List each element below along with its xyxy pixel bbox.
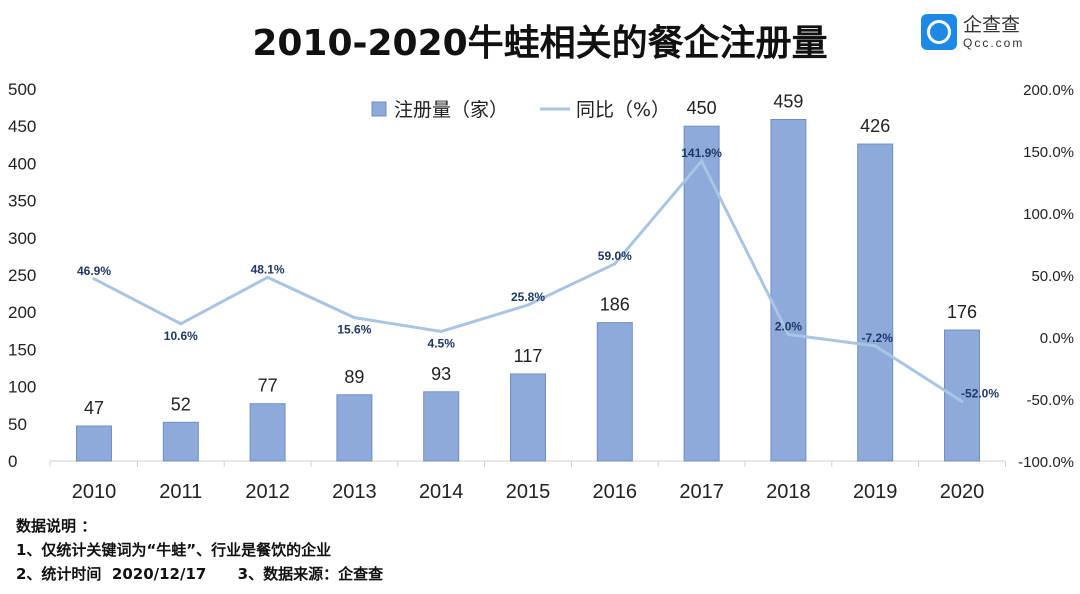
yoy-point-2018 — [786, 333, 790, 337]
yoy-point-2016 — [613, 262, 617, 266]
x-tick-label: 2020 — [940, 481, 985, 503]
notes-line-2: 2、统计时间 2020/12/17 3、数据来源：企查查 — [16, 565, 384, 583]
bar-2011 — [162, 421, 199, 462]
legend-bar-swatch — [371, 101, 387, 117]
data-notes: 数据说明 ： 1、仅统计关键词为“牛蛙”、行业是餐饮的企业 2、统计时间 202… — [16, 514, 383, 586]
chart: 注册量（家） 同比（%） 0 50 100 150 200 250 300 350 400 450… — [8, 80, 1074, 503]
left-tick-label: 50 — [8, 415, 27, 434]
yoy-value-label: 10.6% — [164, 329, 198, 343]
chart-title: 2010-2020牛蛙相关的餐企注册量 — [252, 23, 828, 64]
bar-value-label: 89 — [344, 367, 364, 387]
qcc-logo-icon — [921, 14, 957, 50]
left-tick-label: 200 — [8, 303, 36, 322]
x-tick-label: 2019 — [853, 481, 898, 503]
yoy-point-2013 — [352, 316, 356, 320]
bar-2014 — [423, 391, 460, 462]
yoy-value-label: -7.2% — [862, 331, 894, 345]
yoy-point-2020 — [960, 399, 964, 403]
yoy-value-label: 141.9% — [681, 146, 722, 160]
right-tick-label: -100.0% — [1018, 454, 1074, 471]
bar-value-label: 117 — [514, 346, 543, 366]
yoy-value-label: 4.5% — [428, 336, 456, 350]
notes-line-1: 1、仅统计关键词为“牛蛙”、行业是餐饮的企业 — [16, 541, 332, 559]
left-tick-label: 500 — [8, 80, 36, 99]
logo-name-cn: 企查查 — [963, 13, 1021, 36]
bar-value-label: 450 — [687, 98, 717, 118]
yoy-point-2015 — [526, 303, 530, 307]
x-tick-label: 2012 — [245, 481, 290, 503]
bar-value-label: 176 — [947, 302, 977, 322]
left-tick-label: 250 — [8, 266, 36, 285]
legend: 注册量（家） 同比（%） — [371, 99, 670, 121]
yoy-value-label: 59.0% — [598, 249, 632, 263]
right-tick-label: 0.0% — [1040, 330, 1074, 347]
right-tick-label: 200.0% — [1023, 82, 1074, 99]
bar-value-label: 47 — [84, 398, 104, 418]
x-tick-label: 2010 — [72, 481, 117, 503]
yoy-value-label: 46.9% — [77, 264, 111, 278]
x-tick-label: 2011 — [159, 481, 202, 503]
qcc-logo: 企查查 Qcc.com — [921, 14, 1024, 50]
bar-2015 — [510, 373, 546, 462]
bar-value-label: 426 — [860, 116, 890, 136]
left-tick-label: 300 — [8, 229, 36, 248]
bar-value-label: 93 — [431, 364, 451, 384]
left-tick-label: 100 — [8, 378, 36, 397]
x-tick-label: 2015 — [506, 481, 551, 503]
x-tick-label: 2014 — [419, 481, 464, 503]
yoy-point-2019 — [873, 344, 877, 348]
bar-2010 — [76, 425, 112, 462]
yoy-value-label: 2.0% — [775, 320, 803, 334]
bar-value-label: 459 — [773, 92, 803, 112]
yoy-value-label: -52.0% — [961, 386, 999, 400]
legend-line-label: 同比（%） — [576, 99, 670, 121]
bar-value-label: 52 — [171, 394, 191, 414]
left-tick-label: 150 — [8, 340, 36, 359]
right-tick-label: 150.0% — [1023, 144, 1074, 161]
x-tick-label: 2016 — [593, 481, 638, 503]
x-tick-label: 2018 — [766, 481, 811, 503]
yoy-point-2014 — [439, 329, 443, 333]
yoy-point-2017 — [700, 159, 704, 163]
yoy-point-2010 — [92, 277, 96, 281]
x-tick-label: 2017 — [679, 481, 724, 503]
bar-2013 — [336, 394, 373, 462]
logo-name-en: Qcc.com — [963, 35, 1025, 50]
left-tick-label: 400 — [8, 154, 36, 173]
bar-2018 — [770, 119, 807, 462]
bar-2019 — [857, 143, 894, 462]
bar-value-label: 77 — [258, 376, 278, 396]
yoy-value-label: 15.6% — [337, 323, 371, 337]
left-tick-label: 450 — [8, 117, 36, 136]
yoy-value-label: 25.8% — [511, 290, 545, 304]
bar-value-label: 186 — [600, 295, 630, 315]
x-tick-label: 2013 — [332, 481, 377, 503]
left-tick-label: 0 — [8, 452, 17, 471]
bar-2016 — [596, 322, 633, 462]
right-tick-label: 50.0% — [1031, 268, 1074, 285]
notes-heading: 数据说明 ： — [16, 517, 97, 535]
yoy-point-2011 — [179, 322, 183, 326]
legend-bar-label: 注册量（家） — [394, 99, 508, 121]
yoy-value-label: 48.1% — [251, 262, 285, 276]
left-tick-label: 350 — [8, 192, 36, 211]
right-tick-label: -50.0% — [1026, 392, 1074, 409]
bar-2012 — [249, 403, 286, 462]
yoy-point-2012 — [266, 275, 270, 279]
right-tick-label: 100.0% — [1023, 206, 1074, 223]
